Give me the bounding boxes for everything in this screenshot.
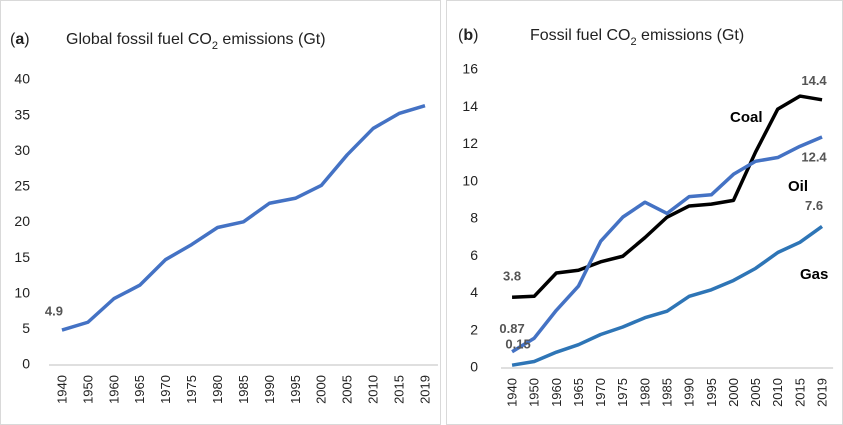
y-tick-label: 12	[462, 135, 478, 151]
panel-label: (b)	[458, 27, 478, 44]
series-label: Oil	[788, 178, 808, 195]
x-tick-label: 1940	[54, 375, 69, 404]
data-label: 0.87	[499, 321, 524, 336]
data-label: 12.4	[801, 149, 827, 164]
y-tick-label: 5	[22, 320, 30, 336]
y-tick-label: 14	[462, 98, 478, 114]
x-tick-label: 2000	[314, 375, 329, 404]
data-label: 3.8	[503, 269, 521, 284]
x-tick-label: 2019	[814, 378, 829, 407]
y-tick-label: 4	[470, 284, 478, 300]
y-tick-label: 8	[470, 210, 478, 226]
y-tick-label: 15	[14, 249, 30, 265]
x-tick-label: 1995	[288, 375, 303, 404]
series-line	[61, 103, 426, 332]
data-label: 0.15	[505, 337, 530, 352]
y-tick-label: 40	[14, 71, 30, 87]
panel-border	[0, 0, 441, 425]
chart-title: Fossil fuel CO2 emissions (Gt)	[530, 27, 744, 48]
y-tick-label: 30	[14, 142, 30, 158]
x-tick-label: 2019	[417, 375, 432, 404]
x-tick-label: 1940	[505, 378, 520, 407]
chart-title: Global fossil fuel CO2 emissions (Gt)	[66, 31, 326, 52]
data-label: 7.6	[805, 198, 823, 213]
y-tick-label: 25	[14, 178, 30, 194]
y-tick-label: 0	[22, 356, 30, 372]
x-tick-label: 1985	[236, 375, 251, 404]
y-tick-label: 0	[470, 359, 478, 375]
x-tick-label: 2015	[391, 375, 406, 404]
x-tick-label: 1990	[682, 378, 697, 407]
series-line	[511, 135, 823, 354]
y-tick-label: 20	[14, 213, 30, 229]
x-tick-label: 2005	[340, 375, 355, 404]
x-tick-label: 1980	[637, 378, 652, 407]
x-tick-label: 1965	[571, 378, 586, 407]
x-tick-label: 1970	[593, 378, 608, 407]
x-tick-label: 2005	[748, 378, 763, 407]
x-tick-label: 1980	[210, 375, 225, 404]
series-line	[511, 94, 823, 299]
series-label: Coal	[730, 109, 763, 126]
series-label: Gas	[800, 266, 828, 283]
data-label: 4.9	[45, 304, 63, 319]
x-tick-label: 1970	[158, 375, 173, 404]
x-tick-label: 1960	[549, 378, 564, 407]
y-tick-label: 16	[462, 61, 478, 77]
y-tick-label: 6	[470, 247, 478, 263]
x-tick-label: 1985	[659, 378, 674, 407]
series-line	[511, 225, 824, 367]
x-tick-label: 1950	[80, 375, 95, 404]
x-tick-label: 1975	[615, 378, 630, 407]
x-tick-label: 1995	[704, 378, 719, 407]
panel-border	[446, 0, 843, 425]
y-tick-label: 2	[470, 321, 478, 337]
y-tick-label: 35	[14, 106, 30, 122]
panel-label: (a)	[10, 31, 30, 48]
y-tick-label: 10	[14, 284, 30, 300]
x-tick-label: 2000	[726, 378, 741, 407]
data-label: 14.4	[801, 73, 827, 88]
x-tick-label: 1965	[132, 375, 147, 404]
x-tick-label: 1950	[527, 378, 542, 407]
x-tick-label: 2010	[770, 378, 785, 407]
x-tick-label: 1960	[106, 375, 121, 404]
x-tick-label: 1990	[262, 375, 277, 404]
x-tick-label: 2010	[366, 375, 381, 404]
x-tick-label: 2015	[792, 378, 807, 407]
y-tick-label: 10	[462, 172, 478, 188]
x-tick-label: 1975	[184, 375, 199, 404]
